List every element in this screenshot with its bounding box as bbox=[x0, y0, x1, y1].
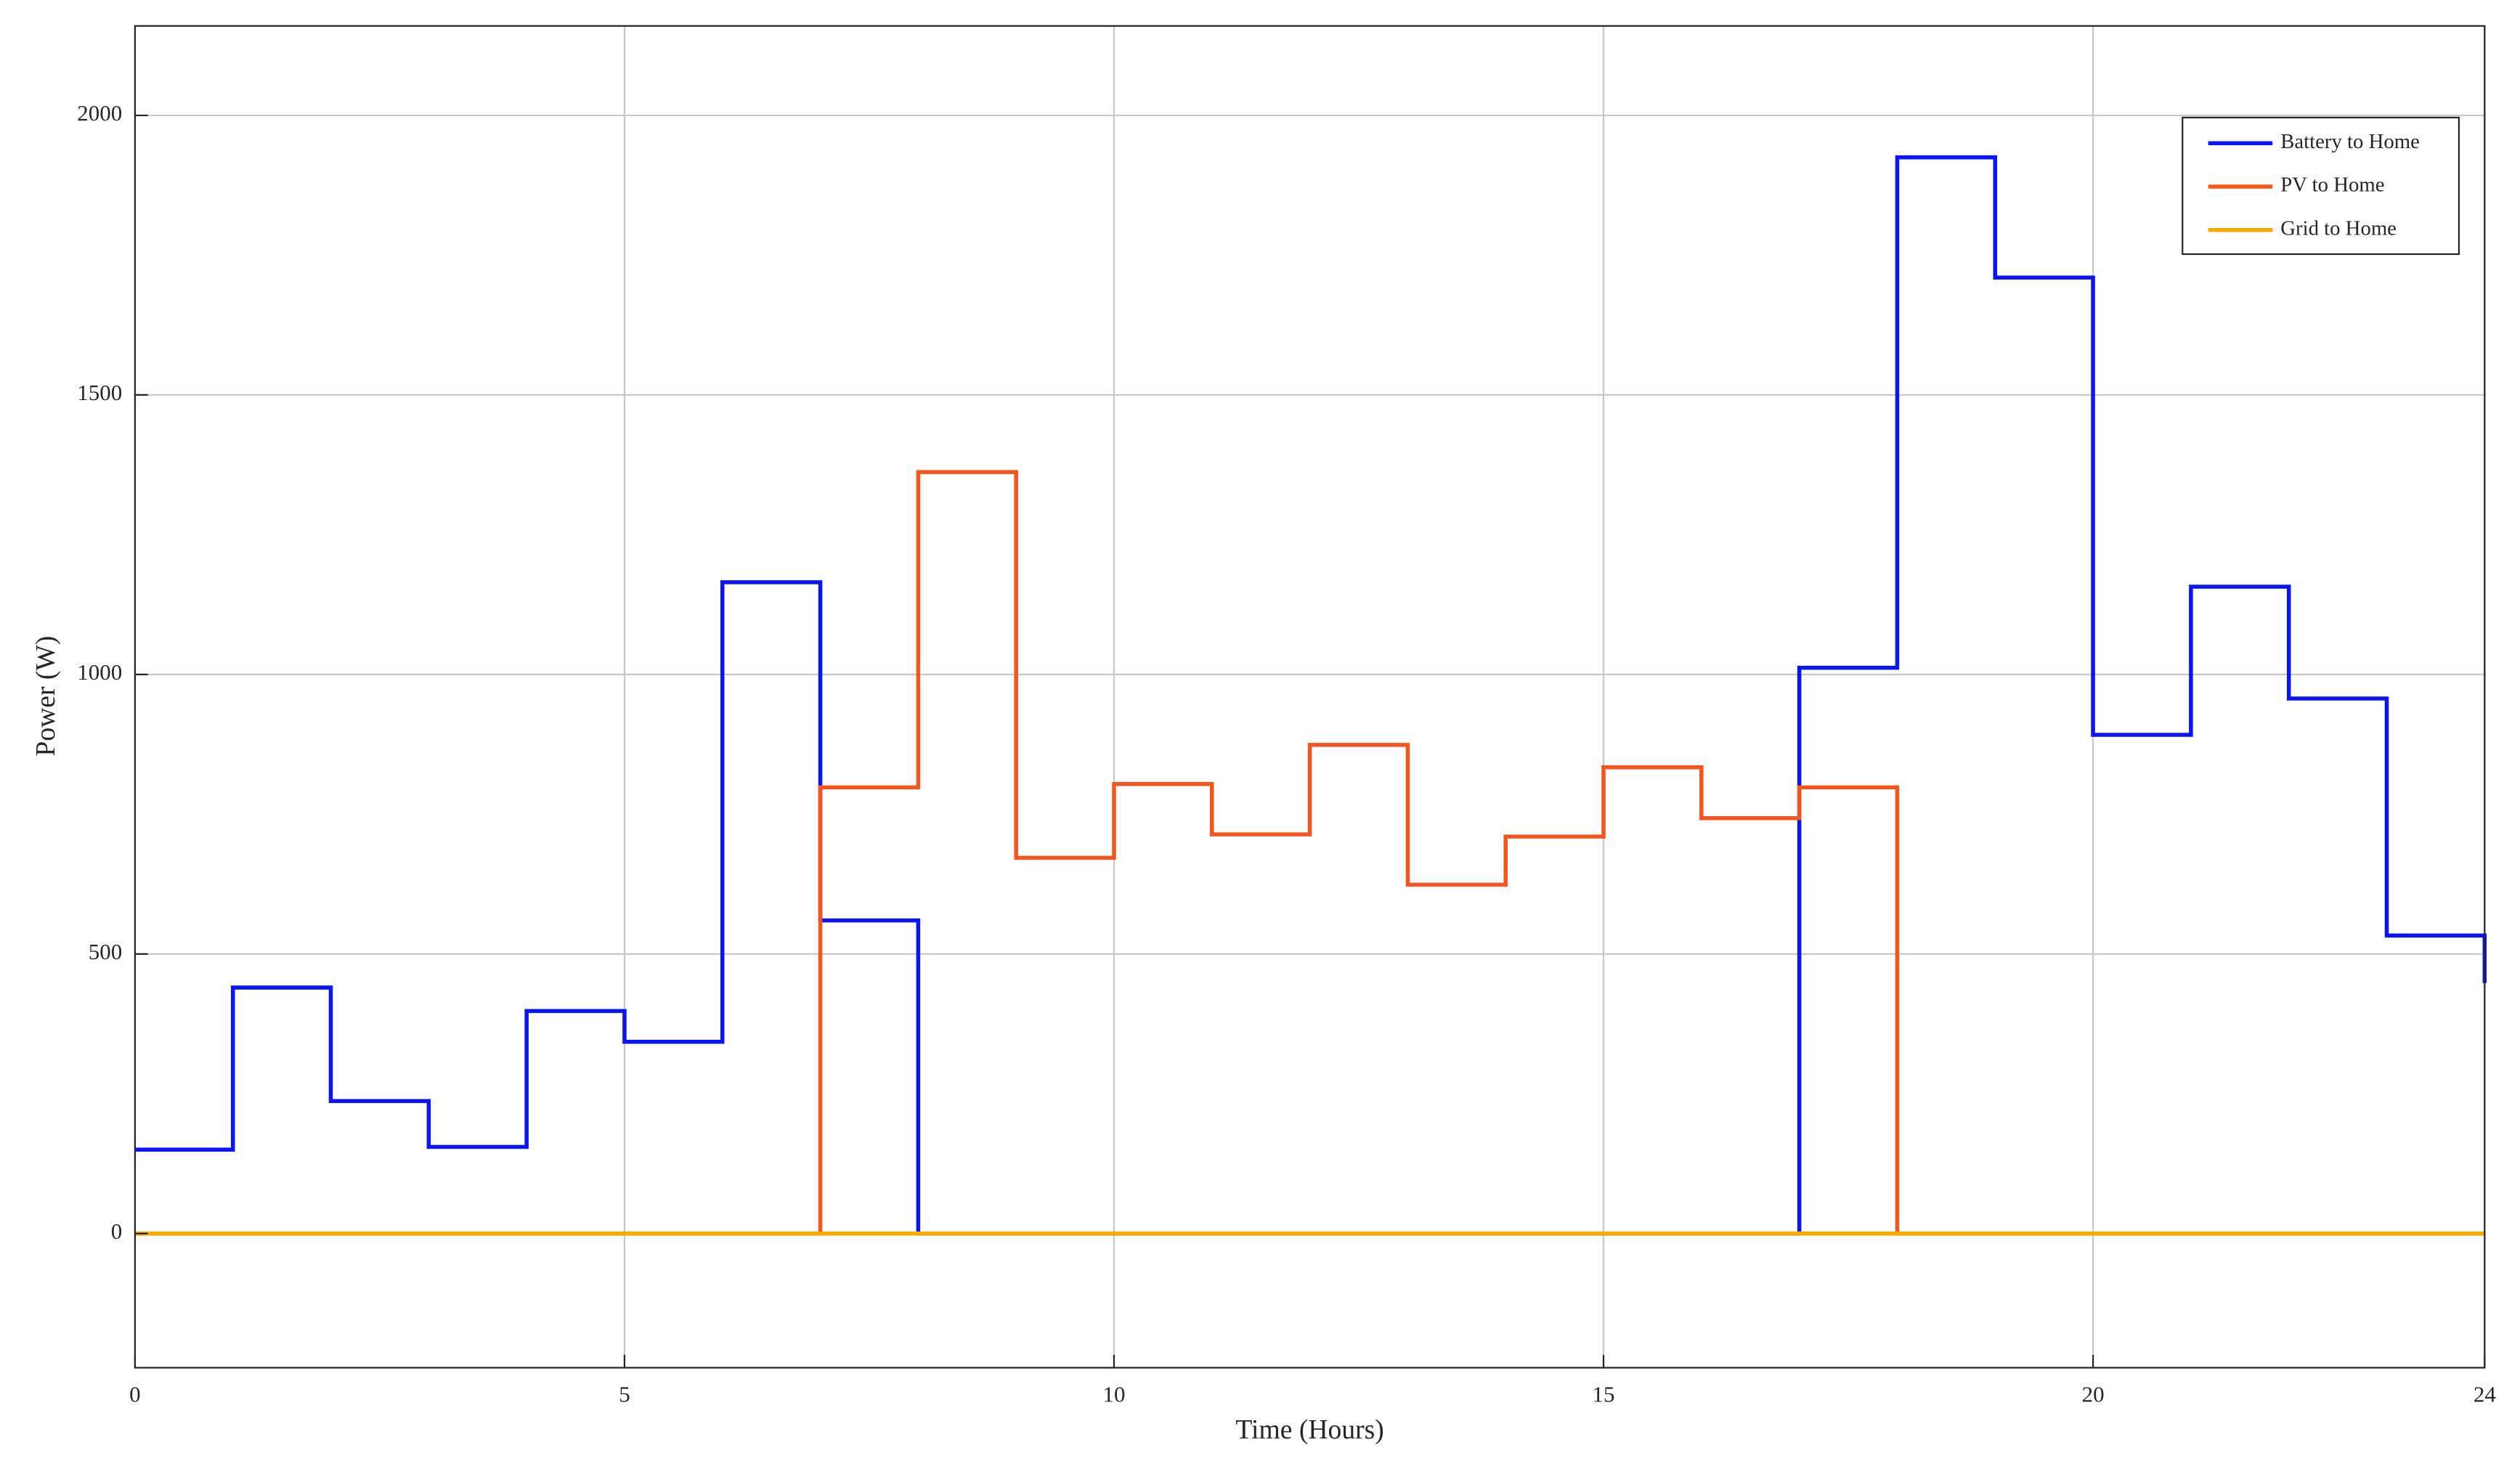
y-tick-label: 1000 bbox=[77, 659, 122, 685]
label-layer: 0 500 1000 1500 2000 0 5 10 15 20 24 bbox=[77, 100, 2496, 1407]
legend-label: Grid to Home bbox=[2280, 216, 2397, 240]
x-tick-label: 24 bbox=[2474, 1382, 2496, 1407]
x-tick-label: 0 bbox=[129, 1382, 140, 1407]
legend-label: PV to Home bbox=[2280, 174, 2384, 197]
y-tick-label: 2000 bbox=[77, 100, 122, 126]
y-tick-label: 0 bbox=[111, 1218, 122, 1244]
x-tick-label: 15 bbox=[1593, 1382, 1615, 1407]
plot-frame bbox=[134, 25, 2486, 1369]
y-tick-label: 1500 bbox=[77, 380, 122, 405]
series-layer bbox=[134, 155, 2487, 1236]
legend: Battery to Home PV to Home Grid to Home bbox=[2182, 116, 2460, 256]
x-tick-label: 20 bbox=[2082, 1382, 2105, 1407]
y-tick-label: 500 bbox=[89, 939, 122, 964]
x-axis-label: Time (Hours) bbox=[1235, 1414, 1383, 1445]
x-tick-label: 5 bbox=[619, 1382, 630, 1407]
legend-label: Battery to Home bbox=[2280, 130, 2420, 153]
x-tick-label: 10 bbox=[1103, 1382, 1126, 1407]
y-axis-label: Power (W) bbox=[31, 636, 61, 757]
